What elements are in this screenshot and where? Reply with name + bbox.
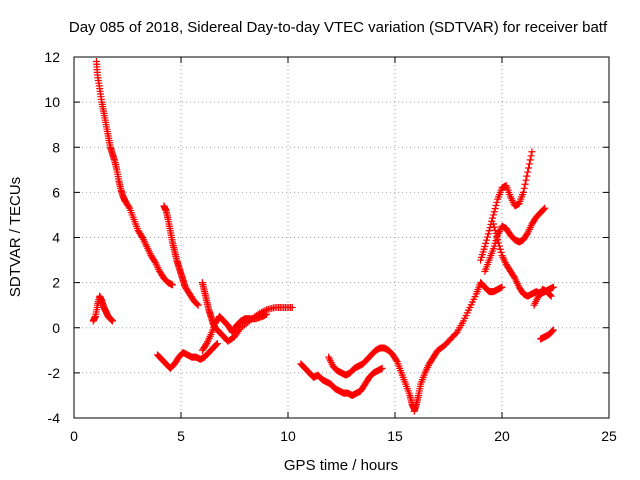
- data-point-marker: [263, 310, 271, 318]
- data-point-marker: [492, 229, 500, 237]
- data-series: [153, 340, 221, 372]
- data-points: [89, 58, 557, 415]
- data-point-marker: [150, 257, 158, 265]
- data-point-marker: [493, 233, 501, 241]
- data-series: [160, 202, 202, 309]
- data-point-marker: [498, 283, 506, 291]
- data-point-marker: [485, 227, 493, 235]
- x-tick-label: 5: [177, 428, 185, 444]
- data-point-marker: [481, 243, 489, 251]
- x-tick-label: 20: [494, 428, 510, 444]
- y-tick-label: -4: [48, 410, 61, 426]
- data-point-marker: [520, 184, 528, 192]
- y-tick-label: 4: [52, 230, 60, 246]
- ticks-layer: 0 5 10 15 20 25 -4 -2 0 2 4 6 8 10 12: [44, 49, 617, 444]
- data-point-marker: [489, 220, 497, 228]
- x-tick-label: 10: [280, 428, 296, 444]
- data-point-marker: [495, 239, 503, 247]
- data-point-marker: [541, 204, 549, 212]
- data-point-marker: [549, 326, 557, 334]
- data-point-marker: [194, 301, 202, 309]
- data-series: [89, 292, 117, 325]
- data-point-marker: [494, 236, 502, 244]
- data-point-marker: [497, 248, 505, 256]
- data-point-marker: [125, 203, 133, 211]
- data-series: [92, 58, 176, 289]
- data-point-marker: [193, 300, 201, 308]
- data-point-marker: [525, 164, 533, 172]
- data-point-marker: [526, 156, 534, 164]
- data-point-marker: [519, 188, 527, 196]
- data-series: [198, 310, 271, 354]
- data-point-marker: [491, 205, 499, 213]
- data-point-marker: [482, 239, 490, 247]
- data-point-marker: [490, 208, 498, 216]
- data-point-marker: [524, 168, 532, 176]
- y-tick-label: 12: [44, 49, 60, 65]
- y-tick-label: 0: [52, 320, 60, 336]
- data-point-marker: [523, 172, 531, 180]
- data-point-marker: [496, 245, 504, 253]
- data-point-marker: [378, 364, 386, 372]
- y-tick-label: 10: [44, 94, 60, 110]
- data-point-marker: [138, 232, 146, 240]
- y-axis-title: SDTVAR / TECUs: [7, 177, 24, 297]
- y-tick-label: -2: [48, 365, 61, 381]
- data-point-marker: [510, 273, 518, 281]
- data-point-marker: [168, 281, 176, 289]
- data-point-marker: [492, 201, 500, 209]
- data-point-marker: [549, 327, 557, 335]
- x-axis-title: GPS time / hours: [284, 457, 398, 474]
- data-point-marker: [546, 291, 554, 299]
- y-tick-label: 6: [52, 184, 60, 200]
- data-point-marker: [489, 214, 497, 222]
- data-point-marker: [213, 340, 221, 348]
- data-point-marker: [213, 340, 221, 348]
- y-tick-label: 8: [52, 139, 60, 155]
- data-point-marker: [491, 226, 499, 234]
- data-point-marker: [493, 198, 501, 206]
- data-point-marker: [109, 317, 117, 325]
- x-tick-label: 0: [70, 428, 78, 444]
- data-point-marker: [522, 176, 530, 184]
- data-point-marker: [521, 180, 529, 188]
- x-tick-label: 25: [601, 428, 617, 444]
- data-point-marker: [483, 233, 491, 241]
- data-series: [481, 204, 549, 275]
- data-point-marker: [452, 330, 460, 338]
- data-series: [477, 148, 536, 264]
- data-point-marker: [523, 230, 531, 238]
- data-series: [297, 360, 386, 399]
- data-point-marker: [392, 356, 400, 364]
- data-series: [537, 326, 557, 343]
- y-tick-label: 2: [52, 275, 60, 291]
- chart-title: Day 085 of 2018, Sidereal Day-to-day VTE…: [69, 19, 608, 36]
- data-point-marker: [540, 205, 548, 213]
- data-series: [410, 279, 506, 415]
- data-series: [530, 285, 555, 309]
- data-point-marker: [527, 152, 535, 160]
- data-series: [325, 344, 418, 413]
- data-point-marker: [490, 223, 498, 231]
- data-point-marker: [549, 283, 557, 291]
- data-point-marker: [525, 160, 533, 168]
- data-point-marker: [547, 292, 555, 300]
- data-point-marker: [495, 242, 503, 250]
- data-point-marker: [484, 230, 492, 238]
- data-point-marker: [528, 148, 536, 156]
- grid-layer: [74, 57, 609, 418]
- data-point-marker: [288, 303, 296, 311]
- data-point-marker: [202, 341, 210, 349]
- x-tick-label: 15: [387, 428, 403, 444]
- data-point-marker: [483, 236, 491, 244]
- data-point-marker: [489, 211, 497, 219]
